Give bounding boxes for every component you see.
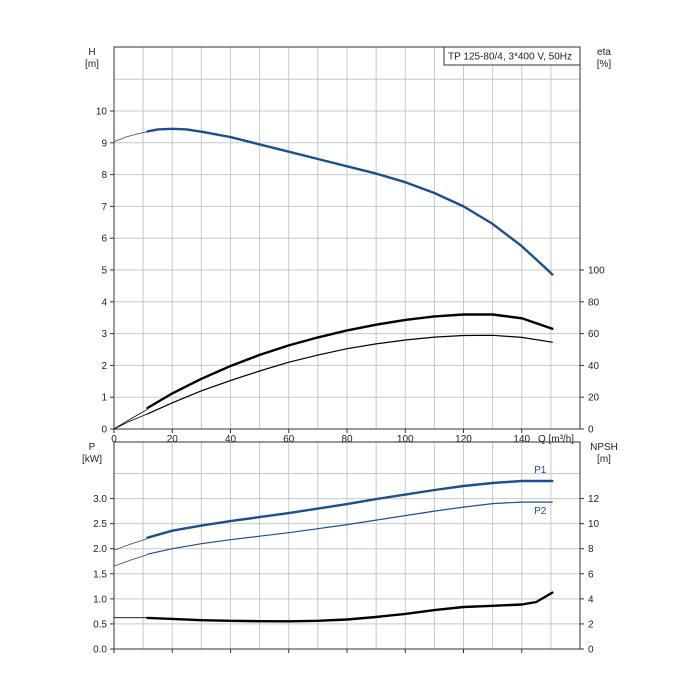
series-extension-line — [113, 413, 148, 430]
left-axis-tick-label: 1.0 — [93, 594, 107, 605]
right-axis-unit: [%] — [597, 59, 612, 70]
left-axis-tick-label: 8 — [101, 170, 107, 181]
left-axis-tick-label: 3.0 — [93, 494, 107, 505]
left-axis-tick-label: 1 — [101, 393, 107, 404]
series-line — [146, 501, 553, 555]
left-axis-tick-label: 3 — [101, 329, 107, 340]
left-axis-title: P — [89, 442, 96, 453]
right-axis-tick-label: 40 — [588, 361, 600, 372]
left-axis-tick-label: 7 — [101, 202, 107, 213]
right-axis-tick-label: 4 — [588, 594, 594, 605]
right-axis-tick-label: 60 — [588, 329, 600, 340]
right-axis-tick-label: 20 — [588, 393, 600, 404]
left-axis-tick-label: 0.5 — [93, 619, 107, 630]
series-extension-line — [113, 554, 148, 567]
series-line — [146, 479, 554, 539]
left-axis-tick-label: 0 — [101, 425, 107, 436]
series-line — [146, 313, 554, 410]
left-axis-title: H — [88, 47, 95, 58]
left-axis-tick-label: 0.0 — [93, 645, 107, 656]
left-axis-tick-label: 6 — [101, 234, 107, 245]
series-extension-line — [113, 538, 148, 551]
left-axis-tick-label: 4 — [101, 297, 107, 308]
right-axis-unit: [m] — [597, 454, 611, 465]
right-axis-tick-label: 10 — [588, 519, 600, 530]
right-axis-title: NPSH — [590, 442, 618, 453]
right-axis-tick-label: 0 — [588, 645, 594, 656]
x-axis-tick-label: 80 — [341, 434, 353, 445]
right-axis-tick-label: 100 — [588, 266, 605, 277]
series-line — [146, 127, 554, 276]
right-axis-tick-label: 8 — [588, 544, 594, 555]
chart-title: TP 125-80/4, 3*400 V, 50Hz — [448, 52, 572, 63]
series-line — [146, 334, 553, 415]
right-axis-tick-label: 6 — [588, 569, 594, 580]
right-axis-tick-label: 2 — [588, 619, 594, 630]
right-axis-tick-label: 12 — [588, 494, 600, 505]
series-line — [146, 591, 554, 623]
title-box — [443, 46, 581, 66]
x-axis-tick-label: 140 — [513, 434, 530, 445]
series-extension-line — [113, 131, 148, 143]
x-axis-tick-label: 100 — [397, 434, 414, 445]
left-axis-tick-label: 5 — [101, 266, 107, 277]
left-axis-unit: [kW] — [82, 454, 102, 465]
left-axis-tick-label: 2 — [101, 361, 107, 372]
x-axis-tick-label: 120 — [455, 434, 472, 445]
left-axis-tick-label: 10 — [96, 107, 108, 118]
left-axis-tick-label: 1.5 — [93, 569, 107, 580]
right-axis-title: eta — [597, 47, 611, 58]
left-axis-tick-label: 9 — [101, 138, 107, 149]
left-axis-tick-label: 2.5 — [93, 519, 107, 530]
right-axis-tick-label: 80 — [588, 297, 600, 308]
left-axis-tick-label: 2.0 — [93, 544, 107, 555]
series-label: P2 — [534, 506, 547, 517]
series-label: P1 — [534, 465, 547, 476]
left-axis-unit: [m] — [85, 59, 99, 70]
x-axis-tick-label: 20 — [167, 434, 179, 445]
series-extension-line — [113, 408, 148, 430]
x-axis-tick-label: 0 — [111, 434, 117, 445]
x-axis-title: Q [m³/h] — [538, 434, 574, 445]
right-axis-tick-label: 0 — [588, 425, 594, 436]
x-axis-tick-label: 40 — [225, 434, 237, 445]
x-axis-tick-label: 60 — [283, 434, 295, 445]
